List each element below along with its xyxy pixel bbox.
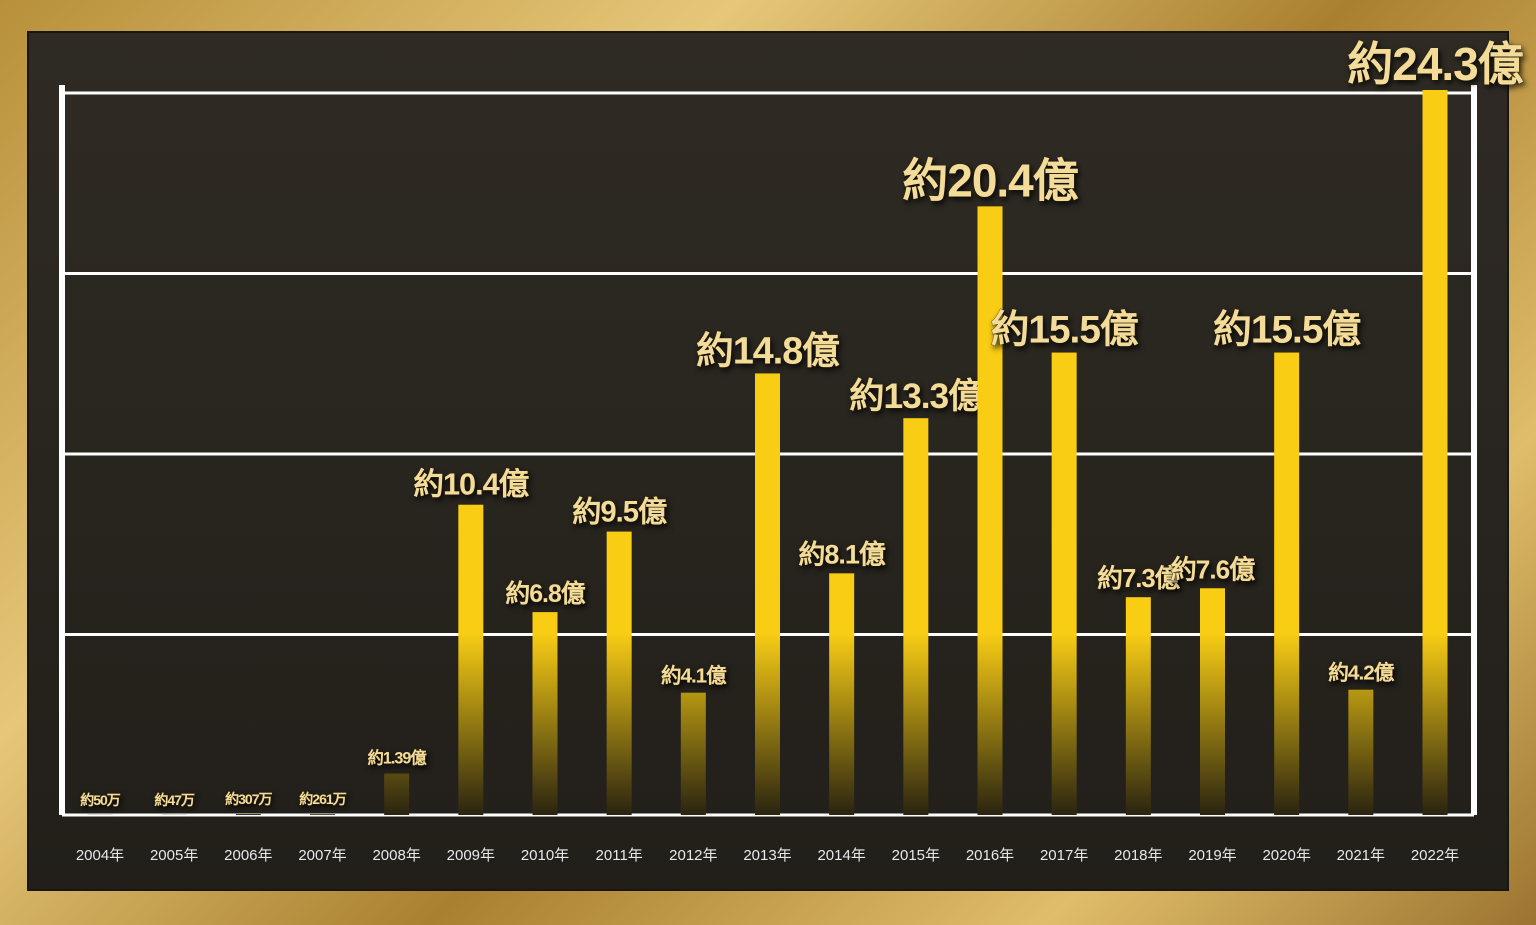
bar (1125, 597, 1151, 815)
bar (532, 612, 558, 815)
x-tick-label: 2021年 (1337, 847, 1385, 864)
bar (1200, 588, 1225, 815)
bar (977, 206, 1003, 815)
value-label: 約307万 (225, 791, 272, 807)
bar (606, 531, 632, 815)
value-label: 約8.1億 (798, 538, 885, 569)
bar (755, 373, 780, 815)
x-tick-label: 2010年 (521, 847, 569, 864)
x-tick-label: 2017年 (1040, 847, 1088, 864)
x-tick-label: 2007年 (298, 847, 346, 864)
x-tick-label: 2022年 (1411, 847, 1459, 864)
value-label: 約47万 (154, 792, 195, 808)
bar (1051, 352, 1077, 815)
x-tick-label: 2020年 (1262, 847, 1310, 864)
value-label: 約20.4億 (902, 154, 1079, 206)
x-tick-label: 2009年 (447, 847, 495, 864)
value-label: 約14.8億 (696, 329, 840, 371)
bar (903, 418, 929, 815)
bar (1274, 352, 1300, 815)
bar (1422, 90, 1448, 815)
value-label: 約7.6億 (1171, 554, 1256, 584)
value-label: 約4.1億 (661, 664, 727, 688)
x-tick-label: 2019年 (1188, 847, 1236, 864)
value-label: 約9.5億 (572, 496, 667, 529)
x-tick-label: 2005年 (150, 847, 198, 864)
x-tick-label: 2008年 (372, 847, 420, 864)
x-tick-label: 2013年 (743, 847, 791, 864)
x-tick-label: 2004年 (76, 847, 124, 864)
value-label: 約50万 (80, 792, 121, 808)
x-tick-label: 2011年 (596, 847, 643, 864)
x-tick-label: 2006年 (224, 847, 272, 864)
x-tick-label: 2018年 (1114, 847, 1162, 864)
value-label: 約15.5億 (991, 309, 1139, 352)
value-label: 約6.8億 (505, 579, 585, 608)
value-label: 約7.3億 (1097, 563, 1180, 593)
bar (458, 504, 484, 815)
bar (310, 814, 335, 815)
value-label: 約24.3億 (1347, 38, 1524, 90)
x-tick-label: 2012年 (669, 847, 717, 864)
value-label: 約10.4億 (413, 468, 529, 502)
x-tick-label: 2015年 (892, 847, 940, 864)
bar (235, 814, 261, 815)
value-label: 約1.39億 (368, 749, 428, 768)
value-label: 約4.2億 (1328, 661, 1395, 685)
x-tick-label: 2014年 (817, 847, 865, 864)
value-label: 約13.3億 (849, 377, 983, 416)
x-tick-label: 2016年 (966, 847, 1014, 864)
value-label: 約261万 (299, 791, 346, 807)
value-label: 約15.5億 (1213, 309, 1361, 352)
bar (680, 692, 706, 815)
bar (1348, 689, 1374, 815)
bar (829, 573, 855, 815)
bar (384, 773, 410, 815)
